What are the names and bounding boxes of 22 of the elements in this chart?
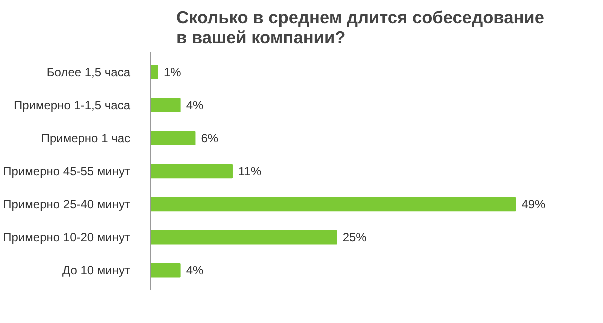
bar	[150, 164, 233, 179]
y-tick-label: Примерно 10-20 минут	[3, 230, 132, 245]
y-tick-label: Примерно 45-55 минут	[3, 164, 132, 178]
y-tick-label: Примерно 1 час	[41, 131, 131, 146]
data-label: 1%	[164, 65, 182, 80]
data-label: 6%	[201, 131, 219, 146]
data-label: 4%	[186, 98, 204, 112]
bar	[150, 197, 516, 212]
y-tick-label: До 10 минут	[62, 264, 132, 278]
data-label: 4%	[186, 264, 204, 278]
bar	[150, 131, 196, 146]
y-tick-label: Более 1,5 часа	[46, 65, 131, 80]
y-tick-label: Примерно 1-1,5 часа	[14, 98, 131, 112]
bar	[150, 65, 158, 80]
data-label: 25%	[342, 230, 368, 245]
bar	[150, 98, 181, 112]
bar	[150, 230, 338, 245]
data-label: 49%	[522, 198, 546, 212]
bar	[150, 264, 181, 278]
y-tick-label: Примерно 25-40 минут	[3, 198, 132, 212]
data-label: 11%	[238, 164, 262, 178]
chart-title: Сколько в среднем длится собеседование в вашей компании?	[176, 8, 545, 48]
